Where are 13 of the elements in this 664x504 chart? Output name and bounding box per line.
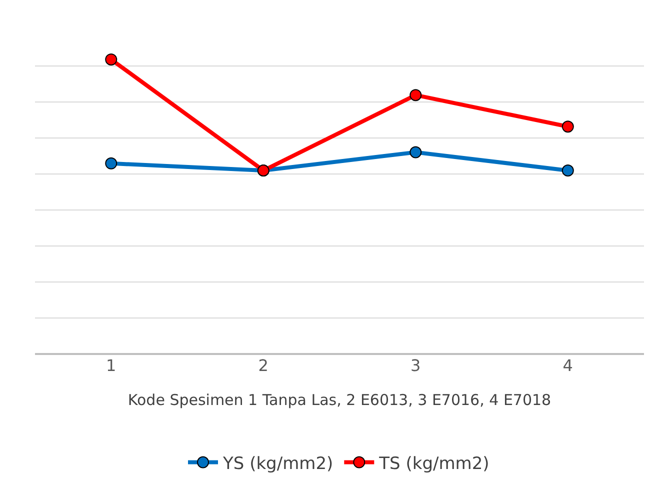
x-tick-label: 4 <box>562 356 573 375</box>
point <box>562 120 574 133</box>
point <box>410 89 422 102</box>
point <box>105 53 118 66</box>
x-tick-label: 1 <box>106 356 116 375</box>
point <box>410 146 422 158</box>
legend-label: TS (kg/mm2) <box>378 454 490 474</box>
point <box>562 164 574 176</box>
x-tick-label: 3 <box>410 356 421 375</box>
x-axis-title: Kode Spesimen 1 Tanpa Las, 2 E6013, 3 E7016, 4 E7018 <box>128 391 552 409</box>
point <box>105 157 118 170</box>
x-tick-label: 2 <box>258 356 268 375</box>
legend-label: YS (kg/mm2) <box>222 454 334 474</box>
